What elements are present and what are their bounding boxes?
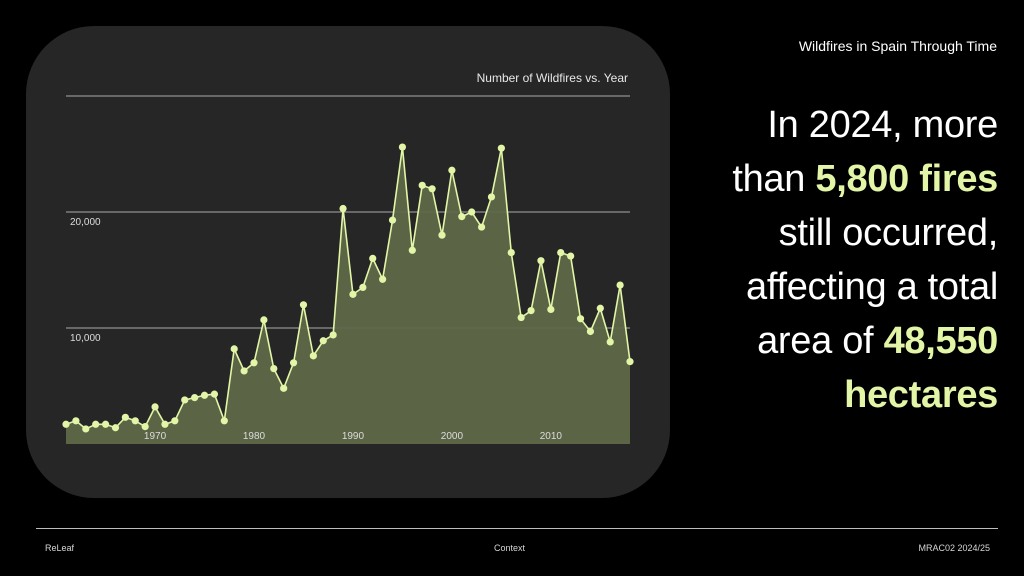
data-point-1991 [359,283,367,291]
y-tick-label: 10,000 [70,333,101,344]
data-point-1977 [220,417,228,425]
data-point-1975 [200,391,209,399]
data-point-1969 [141,423,149,431]
area-layer [66,147,630,444]
data-point-1976 [210,390,219,398]
area-value-highlight: 48,550 [883,320,999,362]
data-point-2013 [576,315,585,323]
data-point-2006 [507,249,515,257]
data-point-2007 [517,313,525,322]
footer-divider [36,528,998,529]
fires-count-highlight: 5,800 fires [815,158,998,200]
x-tick-label: 2010 [540,431,563,442]
data-points [62,143,634,433]
data-point-2011 [557,249,565,257]
data-point-1999 [438,231,446,239]
data-point-1966 [111,424,120,432]
data-point-1990 [349,290,357,298]
data-point-2003 [477,223,486,231]
data-point-1988 [329,331,337,339]
y-ticks: 10,000 20,000 [70,217,101,344]
headline-line-1: In 2024, more [767,104,998,146]
headline-line-3: still occurred, [778,212,999,254]
data-point-1979 [240,367,248,375]
series-line [65,146,631,430]
data-point-1984 [289,359,298,367]
data-point-1970 [151,403,159,411]
data-point-1964 [92,420,100,428]
data-point-1965 [101,420,110,428]
data-point-1989 [339,204,347,213]
data-point-2014 [586,327,595,336]
slide-title: Wildfires in Spain Through Time [798,38,997,54]
series-area [66,147,630,444]
area-unit-highlight: hectares [844,374,998,416]
data-point-2012 [567,252,575,260]
chart-card: Number of Wildfires vs. Year 1970 1980 199… [26,26,670,498]
data-point-1978 [230,345,238,353]
data-point-2010 [547,305,555,314]
data-point-1962 [72,417,80,425]
data-point-1973 [181,396,189,404]
x-ticks: 1970 1980 1990 2000 2010 [144,431,562,442]
data-point-1982 [270,365,278,373]
data-point-2004 [487,193,496,201]
data-point-1981 [260,316,268,324]
data-point-1983 [280,384,288,392]
data-point-2005 [497,144,505,152]
footer-brand: ReLeaf [45,543,75,553]
data-point-1993 [379,275,387,283]
data-point-1972 [171,417,179,425]
data-point-2017 [616,281,624,289]
footer-course: MRAC02 2024/25 [918,543,990,553]
data-point-1967 [121,413,129,421]
data-point-2016 [606,338,614,346]
data-point-1974 [191,394,199,402]
data-point-2001 [458,213,466,221]
footer-section: Context [494,543,526,553]
data-point-1995 [398,143,407,151]
x-tick-label: 1970 [144,431,167,442]
x-tick-label: 1990 [342,431,365,442]
data-point-1994 [388,216,397,224]
wildfires-chart: Number of Wildfires vs. Year 1970 1980 199… [62,71,634,444]
x-tick-label: 1980 [243,431,266,442]
x-tick-label: 2000 [441,431,464,442]
headline-line-2-prefix: than [732,158,816,200]
data-point-1971 [161,420,169,428]
data-point-2000 [448,166,456,174]
data-point-1980 [250,359,258,367]
line-layer [65,146,631,430]
data-point-1986 [309,352,317,360]
chart-title: Number of Wildfires vs. Year [477,71,628,85]
data-point-1997 [418,181,426,189]
data-point-2008 [527,307,535,315]
data-point-2015 [596,304,604,312]
data-point-1985 [299,301,308,309]
data-point-2018 [626,358,634,366]
headline: In 2024, more than 5,800 fires still occ… [668,98,998,422]
data-point-1961 [62,420,70,428]
data-point-2002 [468,208,476,216]
y-tick-label: 20,000 [70,217,101,228]
data-point-1963 [82,425,90,433]
data-point-2009 [537,257,545,265]
headline-line-4: affecting a total [746,266,998,308]
headline-line-5-prefix: area of [757,320,884,362]
data-point-1968 [131,417,139,425]
data-point-1998 [428,185,436,193]
data-point-1992 [369,254,377,262]
data-point-1996 [408,246,416,254]
data-point-1987 [319,337,327,345]
